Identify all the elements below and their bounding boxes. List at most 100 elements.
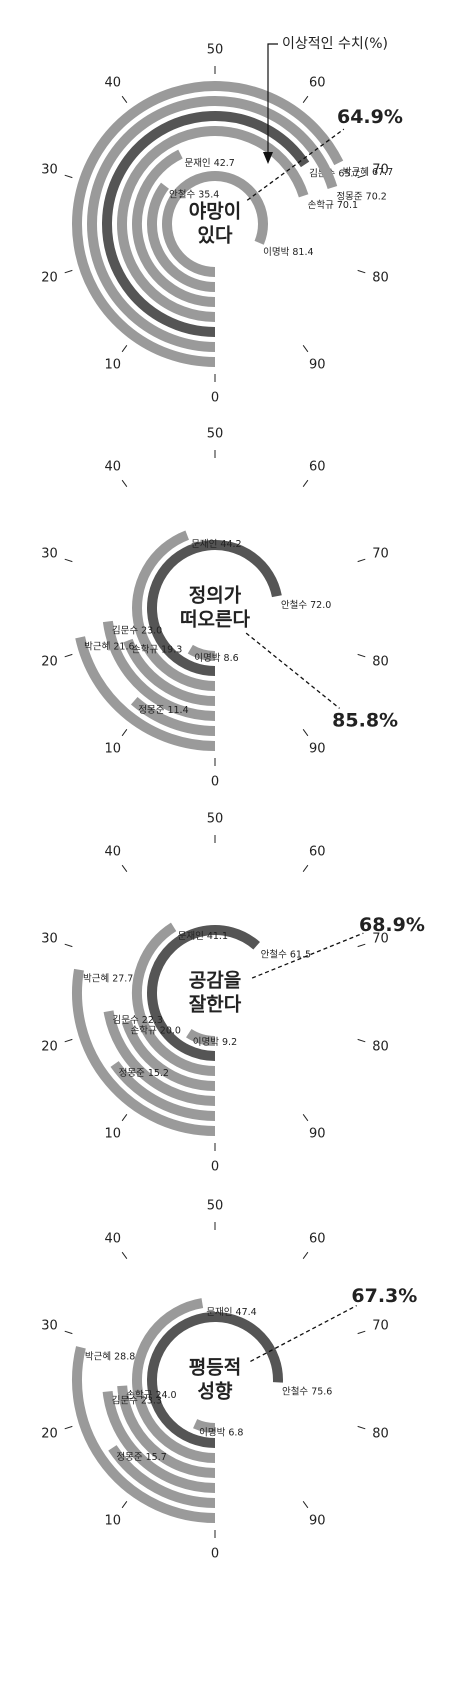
tick-label: 80: [372, 1039, 389, 1054]
ring-value: 44.2: [220, 539, 241, 550]
ring-value: 67.7: [372, 166, 393, 177]
tick-label: 30: [41, 163, 58, 178]
tick-mark: [121, 1114, 128, 1122]
ring-label: 문재인 47.4: [206, 1307, 256, 1318]
tick-label: 30: [41, 932, 58, 947]
ring-bar: [132, 530, 216, 691]
tick-label: 90: [309, 741, 326, 756]
tick-label: 80: [372, 654, 389, 669]
ring-bar: [102, 111, 310, 337]
ring-value: 22.3: [142, 1015, 163, 1026]
tick-mark: [357, 1330, 366, 1335]
ring-value: 9.2: [222, 1037, 237, 1048]
ring-value: 6.8: [228, 1427, 243, 1438]
ring-name: 안철수: [282, 1386, 308, 1397]
tick-label: 90: [309, 357, 326, 372]
ring-value: 8.6: [224, 653, 239, 664]
tick-mark: [121, 1251, 128, 1259]
ring-bar: [102, 1390, 216, 1493]
annotation-arrow: [267, 43, 278, 160]
ring-value: 28.8: [114, 1351, 135, 1362]
tick-mark: [302, 729, 309, 737]
ring-name: 손학규: [126, 1389, 152, 1400]
ring-label: 정몽준 15.7: [116, 1451, 166, 1462]
ring-label: 박근혜 28.8: [85, 1350, 135, 1362]
ring-bar: [147, 925, 260, 1061]
center-label: 공감을: [189, 970, 241, 992]
ring-label: 정몽준 15.2: [119, 1068, 169, 1079]
tick-label: 70: [372, 163, 389, 178]
ring-value: 72.0: [310, 600, 331, 611]
tick-label: 60: [309, 460, 326, 475]
ring-label: 문재인 44.2: [191, 539, 241, 550]
tick-mark: [302, 95, 309, 103]
ideal-label: 67.3%: [351, 1285, 417, 1307]
ring-value: 23.0: [141, 625, 162, 636]
tick-label: 90: [309, 1126, 326, 1141]
ring-value: 24.0: [155, 1389, 176, 1400]
center-label: 떠오른다: [180, 609, 250, 631]
tick-label: 20: [41, 1039, 58, 1054]
tick-label: 30: [41, 547, 58, 562]
ring-bar: [72, 968, 216, 1136]
ring-name: 정몽준: [336, 191, 362, 202]
ring-bar: [162, 171, 268, 277]
ring-name: 문재인: [184, 158, 210, 169]
tick-mark: [302, 345, 309, 353]
ring-label: 문재인 42.7: [184, 158, 234, 169]
ring-name: 이명박: [194, 653, 220, 664]
tick-label: 40: [104, 1232, 121, 1247]
ring-value: 42.7: [214, 158, 235, 169]
center-label: 있다: [198, 225, 233, 247]
ring-name: 박근혜: [83, 972, 109, 984]
ring-bar: [186, 1028, 216, 1046]
ring-label: 김문수 23.3: [112, 1394, 162, 1406]
ring-name: 박근혜: [343, 165, 369, 177]
ring-name: 문재인: [178, 930, 204, 941]
ideal-line: [245, 632, 340, 709]
tick-mark: [302, 1501, 309, 1509]
tick-mark: [357, 558, 366, 563]
ring-name: 김문수: [113, 1014, 139, 1026]
tick-label: 50: [207, 812, 224, 827]
ring-name: 손학규: [131, 1025, 157, 1036]
ring-name: 김문수: [112, 624, 138, 636]
ring-label: 정몽준 70.2: [336, 191, 386, 202]
ring-name: 이명박: [193, 1037, 219, 1048]
tick-mark: [64, 558, 73, 563]
tick-mark: [64, 1330, 73, 1335]
tick-mark: [302, 864, 309, 872]
ring-label: 이명박 9.2: [193, 1037, 237, 1048]
ring-bar: [108, 1445, 216, 1508]
ring-bar: [72, 81, 344, 367]
ring-bar: [123, 638, 216, 706]
ring-name: 정몽준: [119, 1068, 145, 1079]
ring-value: 41.1: [207, 930, 228, 941]
ring-bar: [87, 96, 338, 352]
ring-value: 11.4: [167, 704, 188, 715]
ideal-line: [251, 932, 364, 979]
ring-bar: [110, 1061, 216, 1121]
ring-bar: [103, 1010, 216, 1106]
ring-name: 박근혜: [85, 1350, 111, 1362]
tick-label: 90: [309, 1513, 326, 1528]
tick-mark: [357, 653, 366, 658]
ring-name: 이명박: [199, 1427, 225, 1438]
tick-mark: [64, 653, 73, 658]
tick-label: 80: [372, 1426, 389, 1441]
tick-mark: [121, 729, 128, 737]
tick-mark: [121, 864, 128, 872]
tick-mark: [64, 943, 73, 948]
ring-bar: [132, 149, 216, 307]
tick-mark: [121, 1501, 128, 1509]
ring-name: 안철수: [261, 949, 287, 960]
tick-label: 50: [207, 43, 224, 58]
tick-label: 10: [104, 1513, 121, 1528]
tick-mark: [64, 1425, 73, 1430]
ring-label: 손학규 70.1: [308, 199, 358, 210]
tick-label: 20: [41, 270, 58, 285]
ring-value: 35.4: [198, 189, 219, 200]
tick-label: 0: [211, 1160, 219, 1175]
tick-label: 60: [309, 845, 326, 860]
